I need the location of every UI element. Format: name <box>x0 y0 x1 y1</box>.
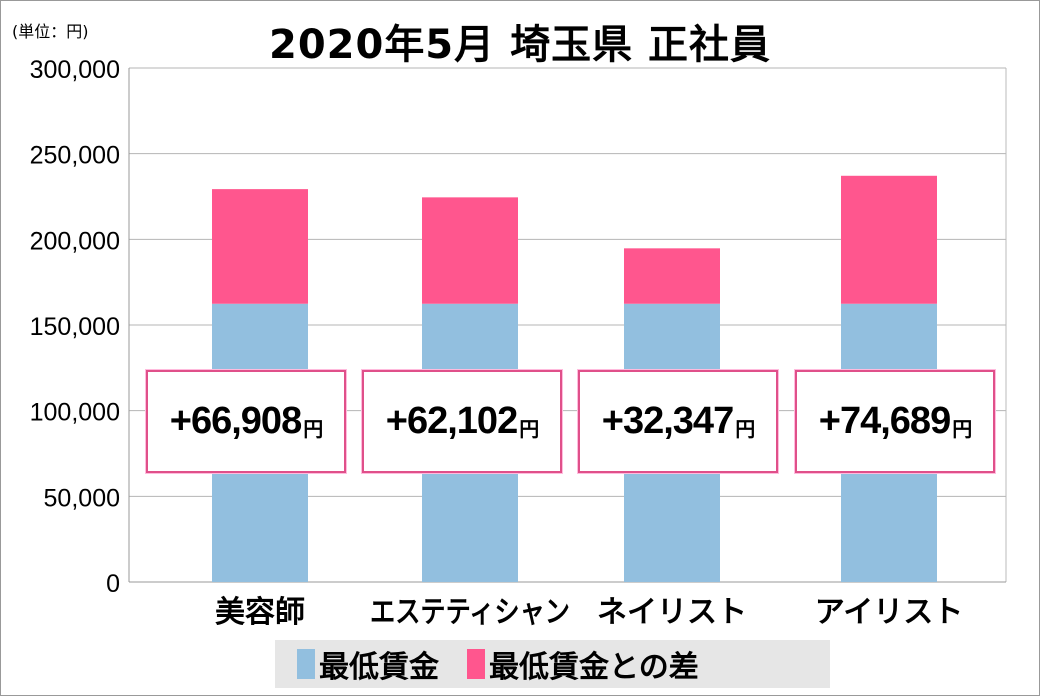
data-label-value: +62,102 <box>385 400 518 442</box>
legend-label: 最低賃金との差 <box>489 650 699 685</box>
data-label-unit: 円 <box>735 419 755 441</box>
data-label-unit: 円 <box>952 419 972 441</box>
y-tick-label: 100,000 <box>30 399 120 427</box>
legend-label: 最低賃金 <box>319 650 439 685</box>
data-label: +66,908 円 <box>146 370 346 473</box>
bar-difference <box>841 175 937 304</box>
y-tick-label: 300,000 <box>30 56 120 84</box>
y-tick-label: 50,000 <box>44 484 120 512</box>
unit-label: (単位：円) <box>12 22 89 41</box>
data-label-value: +66,908 <box>169 400 302 442</box>
chart-title: 2020年5月 埼玉県 正社員 <box>268 22 771 68</box>
data-label-value: +32,347 <box>601 400 734 442</box>
legend-item-min-wage: 最低賃金 <box>297 642 439 686</box>
y-tick-label: 150,000 <box>30 313 120 341</box>
legend: 最低賃金 最低賃金との差 <box>275 640 830 688</box>
y-tick-label: 250,000 <box>30 142 120 170</box>
x-tick-label: ネイリスト <box>597 595 747 630</box>
data-label-value: +74,689 <box>818 400 951 442</box>
data-label-unit: 円 <box>519 419 539 441</box>
legend-swatch <box>467 649 485 679</box>
bar-difference <box>212 189 308 304</box>
y-tick-label: 0 <box>106 570 120 598</box>
bar-difference <box>422 197 518 304</box>
bar-difference <box>624 248 720 304</box>
data-label: +62,102 円 <box>362 370 562 473</box>
x-tick-label: エステティシャン <box>370 595 570 630</box>
legend-item-difference: 最低賃金との差 <box>467 642 699 686</box>
data-label: +74,689 円 <box>795 370 995 473</box>
x-tick-label: アイリスト <box>815 595 964 630</box>
data-label-unit: 円 <box>303 419 323 441</box>
x-tick-label: 美容師 <box>215 595 305 630</box>
legend-swatch <box>297 649 315 679</box>
data-label: +32,347 円 <box>578 370 778 473</box>
y-tick-label: 200,000 <box>30 227 120 255</box>
